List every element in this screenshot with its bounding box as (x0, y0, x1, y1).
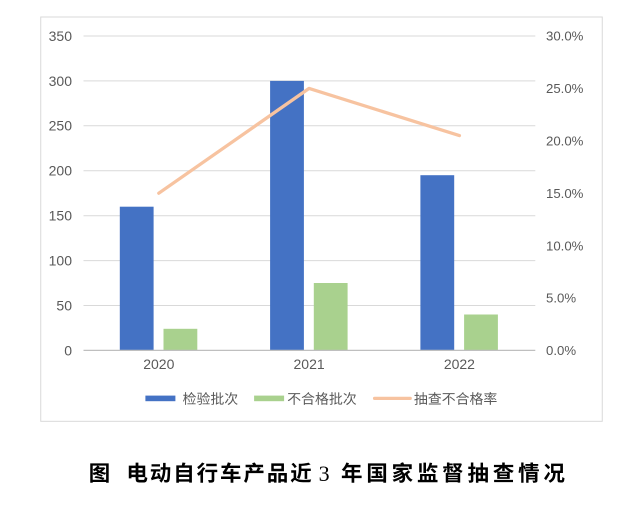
svg-text:0.0%: 0.0% (546, 343, 576, 358)
svg-text:250: 250 (49, 118, 73, 134)
svg-text:350: 350 (49, 28, 73, 44)
svg-text:30.0%: 30.0% (546, 29, 584, 44)
svg-text:50: 50 (56, 297, 72, 313)
svg-text:100: 100 (49, 253, 73, 269)
svg-text:300: 300 (49, 73, 73, 89)
svg-text:2022: 2022 (444, 356, 475, 372)
svg-text:2021: 2021 (294, 356, 325, 372)
svg-text:150: 150 (49, 208, 73, 224)
svg-text:2020: 2020 (143, 356, 174, 372)
svg-text:15.0%: 15.0% (546, 186, 584, 201)
svg-text:10.0%: 10.0% (546, 238, 584, 253)
svg-text:3: 3 (319, 461, 330, 486)
svg-text:5.0%: 5.0% (546, 291, 576, 306)
svg-text:200: 200 (49, 163, 73, 179)
svg-text:25.0%: 25.0% (546, 81, 584, 96)
svg-text:20.0%: 20.0% (546, 134, 584, 149)
svg-text:0: 0 (64, 342, 72, 358)
